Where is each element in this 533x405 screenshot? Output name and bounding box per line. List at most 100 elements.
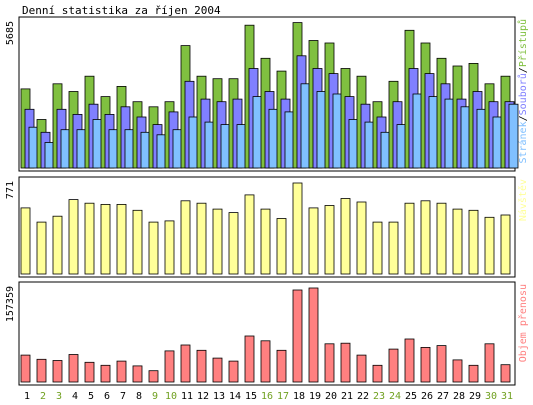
panel-kbytes: 157359 Objem přenosu <box>5 281 529 386</box>
panel-hits-files-pages: 5685 Stránek/Souborů/Přístupů <box>5 16 529 172</box>
day-label: 4 <box>72 391 78 402</box>
day-label: 16 <box>261 391 273 402</box>
bar-kbytes-kbytes-day-10 <box>164 350 175 383</box>
bar-visits-visits-day-4 <box>68 199 79 275</box>
day-label: 31 <box>501 391 513 402</box>
legend-entry: / <box>518 115 529 121</box>
bar-kbytes-kbytes-day-14 <box>228 360 239 383</box>
day-label: 25 <box>405 391 417 402</box>
bar-kbytes-kbytes-day-24 <box>388 348 399 383</box>
legend-entry: Stránek <box>517 121 529 163</box>
bar-kbytes-kbytes-day-9 <box>148 370 159 383</box>
day-label: 26 <box>421 391 433 402</box>
bar-hits-files-pages-pages-day-31 <box>508 103 519 169</box>
bar-kbytes-kbytes-day-16 <box>260 340 271 383</box>
day-label: 21 <box>341 391 353 402</box>
bar-kbytes-kbytes-day-22 <box>356 354 367 383</box>
bar-visits-visits-day-27 <box>436 202 447 275</box>
bar-visits-visits-day-16 <box>260 208 271 275</box>
bar-visits-visits-day-30 <box>484 216 495 275</box>
day-label: 10 <box>165 391 177 402</box>
bar-kbytes-kbytes-day-7 <box>116 360 127 383</box>
day-label: 19 <box>309 391 321 402</box>
bar-kbytes-kbytes-day-4 <box>68 354 79 383</box>
bar-kbytes-kbytes-day-1 <box>20 354 31 383</box>
bar-kbytes-kbytes-day-18 <box>292 289 303 383</box>
day-label: 6 <box>104 391 110 402</box>
bar-kbytes-kbytes-day-12 <box>196 349 207 383</box>
bar-kbytes-kbytes-day-30 <box>484 343 495 383</box>
bar-kbytes-kbytes-day-31 <box>500 364 511 383</box>
bar-visits-visits-day-2 <box>36 221 47 275</box>
bar-kbytes-kbytes-day-6 <box>100 364 111 383</box>
y-max-label: 157359 <box>5 286 16 322</box>
bar-kbytes-kbytes-day-21 <box>340 342 351 383</box>
day-label: 12 <box>197 391 209 402</box>
bar-visits-visits-day-8 <box>132 209 143 275</box>
bar-visits-visits-day-1 <box>20 207 31 275</box>
day-label: 7 <box>120 391 126 402</box>
bar-kbytes-kbytes-day-28 <box>452 359 463 383</box>
bar-kbytes-kbytes-day-2 <box>36 358 47 383</box>
bar-visits-visits-day-28 <box>452 208 463 275</box>
day-label: 5 <box>88 391 94 402</box>
legend-entry: / <box>518 67 529 73</box>
bar-kbytes-kbytes-day-26 <box>420 346 431 383</box>
y-max-label: 5685 <box>5 21 16 45</box>
day-label: 11 <box>181 391 193 402</box>
day-label: 18 <box>293 391 305 402</box>
bar-visits-visits-day-9 <box>148 221 159 275</box>
day-label: 15 <box>245 391 257 402</box>
panel-visits: 771 Návštěv <box>5 176 529 278</box>
legend-hits-files-pages: Stránek/Souborů/Přístupů <box>517 19 529 164</box>
day-label: 24 <box>389 391 401 402</box>
day-label: 9 <box>152 391 158 402</box>
day-label: 22 <box>357 391 369 402</box>
legend-kbytes: Objem přenosu <box>517 284 529 362</box>
bar-visits-visits-day-20 <box>324 205 335 275</box>
bar-visits-visits-day-13 <box>212 208 223 275</box>
bar-visits-visits-day-18 <box>292 182 303 275</box>
bar-visits-visits-day-15 <box>244 194 255 275</box>
legend-entry: Souborů <box>517 73 529 115</box>
bar-visits-visits-day-22 <box>356 201 367 275</box>
bar-kbytes-kbytes-day-25 <box>404 338 415 383</box>
bar-kbytes-kbytes-day-8 <box>132 365 143 383</box>
bar-visits-visits-day-11 <box>180 200 191 275</box>
bar-visits-visits-day-19 <box>308 207 319 275</box>
bar-visits-visits-day-25 <box>404 202 415 275</box>
day-label: 30 <box>485 391 497 402</box>
bar-kbytes-kbytes-day-11 <box>180 344 191 383</box>
day-label: 14 <box>229 391 241 402</box>
bar-visits-visits-day-24 <box>388 221 399 275</box>
day-label: 3 <box>56 391 62 402</box>
bar-visits-visits-day-5 <box>84 202 95 275</box>
bar-visits-visits-day-7 <box>116 203 127 275</box>
bar-kbytes-kbytes-day-13 <box>212 357 223 383</box>
bar-kbytes-kbytes-day-17 <box>276 349 287 383</box>
bar-visits-visits-day-10 <box>164 220 175 275</box>
bar-visits-visits-day-29 <box>468 209 479 275</box>
bar-visits-visits-day-26 <box>420 200 431 275</box>
bar-kbytes-kbytes-day-15 <box>244 335 255 383</box>
day-label: 28 <box>453 391 465 402</box>
bar-kbytes-kbytes-day-27 <box>436 345 447 383</box>
day-label: 23 <box>373 391 385 402</box>
bar-visits-visits-day-21 <box>340 198 351 275</box>
bar-visits-visits-day-12 <box>196 202 207 275</box>
bar-kbytes-kbytes-day-3 <box>52 360 63 383</box>
day-label: 27 <box>437 391 449 402</box>
day-label: 13 <box>213 391 225 402</box>
day-label: 1 <box>24 391 30 402</box>
legend-visits: Návštěv <box>517 179 529 221</box>
bar-kbytes-kbytes-day-23 <box>372 364 383 383</box>
bar-visits-visits-day-3 <box>52 215 63 275</box>
bar-visits-visits-day-17 <box>276 218 287 275</box>
day-label: 8 <box>136 391 142 402</box>
bar-visits-visits-day-31 <box>500 214 511 275</box>
day-label: 17 <box>277 391 289 402</box>
bar-kbytes-kbytes-day-19 <box>308 287 319 383</box>
bar-kbytes-kbytes-day-29 <box>468 364 479 383</box>
